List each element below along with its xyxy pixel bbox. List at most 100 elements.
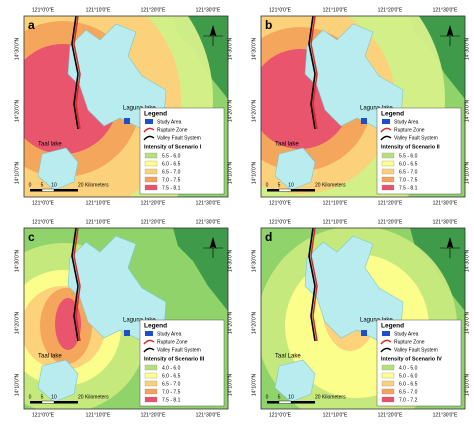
rupture-zone — [310, 228, 318, 342]
lat-tick-label: 14°30'0"N — [14, 37, 20, 60]
lat-tick-label: 14°10'0"N — [14, 161, 20, 184]
lake-label: Taal lake — [38, 142, 62, 148]
lat-tick-label: 14°20'0"N — [14, 311, 20, 334]
legend-label: 6.0 - 6.5 — [399, 161, 418, 167]
scale-label: 0 — [266, 182, 269, 188]
legend-swatch — [381, 388, 395, 395]
legend-label: Valley Fault System — [394, 135, 438, 141]
legend-label: 6.5 - 7.0 — [399, 169, 418, 175]
fault-line — [308, 228, 316, 342]
legend-swatch — [144, 184, 158, 191]
scale-bar — [267, 401, 279, 404]
lat-tick-label: 14°20'0"N — [227, 99, 233, 122]
legend-swatch — [144, 160, 158, 167]
legend-label: Study Area — [394, 331, 419, 337]
lon-tick-label: 121°0'0"E — [32, 200, 55, 206]
legend-label: 7.0 - 7.5 — [162, 177, 181, 183]
lon-tick-label: 121°10'0"E — [86, 412, 111, 418]
lat-tick-label: 14°20'0"N — [464, 311, 470, 334]
lake-label: Laguna lake — [123, 106, 156, 112]
scale-label: 0 — [29, 394, 32, 400]
legend-label: 5.0 - 6.0 — [399, 373, 418, 379]
scale-label: 5 — [41, 394, 44, 400]
map-frame — [23, 227, 229, 410]
legend-label: 6.0 - 6.5 — [162, 161, 181, 167]
north-arrow — [440, 236, 460, 258]
map-panel: Laguna lake Taal lake a 121°0'0"E 121°0'0"E 1… — [8, 4, 233, 209]
legend-label: Study Area — [394, 119, 419, 125]
lon-tick-label: 121°30'0"E — [433, 219, 458, 225]
scale-bar — [267, 189, 279, 192]
legend-swatch — [143, 347, 155, 353]
north-arrow — [440, 24, 460, 46]
taal-lake — [37, 359, 79, 403]
lat-tick-label: 14°10'0"N — [464, 373, 470, 396]
legend-swatch — [381, 160, 395, 167]
scale-bar — [291, 189, 315, 192]
scale-bar — [41, 188, 55, 192]
lat-tick-label: 14°10'0"N — [464, 161, 470, 184]
scale-bar — [278, 400, 292, 404]
legend-label: 6.5 - 7.0 — [162, 381, 181, 387]
study-area — [124, 330, 130, 336]
lake-label: Laguna lake — [360, 318, 393, 324]
panel-label: a — [28, 18, 35, 32]
legend-label: 7.0 - 7.5 — [399, 177, 418, 183]
lon-tick-label: 121°20'0"E — [141, 219, 166, 225]
legend-label: 7.0 - 7.5 — [162, 389, 181, 395]
lat-tick-label: 14°10'0"N — [227, 373, 233, 396]
scale-label: 5 — [278, 394, 281, 400]
lat-tick-label: 14°30'0"N — [227, 37, 233, 60]
legend-swatch — [380, 135, 392, 141]
lon-tick-label: 121°20'0"E — [378, 7, 403, 13]
legend-swatch — [381, 152, 395, 159]
lon-tick-label: 121°0'0"E — [32, 7, 55, 13]
north-arrow — [203, 24, 223, 46]
lon-tick-label: 121°30'0"E — [433, 412, 458, 418]
legend-label: 7.5 - 8.1 — [162, 397, 181, 403]
lat-tick-label: 14°20'0"N — [464, 99, 470, 122]
legend-subtitle: Intensity of Scenario IV — [381, 356, 442, 362]
legend-label: Rupture Zone — [157, 339, 188, 345]
legend-swatch — [381, 364, 395, 371]
scale-label: 0 — [266, 394, 269, 400]
legend-swatch — [381, 176, 395, 183]
scale-bar — [291, 401, 315, 404]
legend-label: 7.0 - 7.2 — [399, 397, 418, 403]
legend-swatch — [144, 168, 158, 175]
lat-tick-label: 14°30'0"N — [227, 249, 233, 272]
lon-tick-label: 121°30'0"E — [433, 7, 458, 13]
rupture-zone — [73, 228, 81, 342]
lake-label: Taal lake — [275, 142, 299, 148]
legend-label: 7.5 - 8.1 — [399, 185, 418, 191]
study-area — [361, 330, 367, 336]
lat-tick-label: 14°10'0"N — [251, 161, 257, 184]
lon-tick-label: 121°10'0"E — [86, 219, 111, 225]
lon-tick-label: 121°30'0"E — [196, 219, 221, 225]
rupture-zone — [73, 16, 81, 130]
legend-swatch — [381, 168, 395, 175]
legend-swatch — [380, 127, 392, 133]
legend-swatch — [380, 339, 392, 345]
scale-bar — [30, 189, 42, 192]
study-area — [361, 118, 367, 124]
fault-line — [308, 16, 316, 130]
legend-subtitle: Intensity of Scenario II — [381, 144, 440, 150]
lat-tick-label: 14°20'0"N — [251, 99, 257, 122]
legend-swatch — [381, 380, 395, 387]
lat-tick-label: 14°30'0"N — [464, 249, 470, 272]
study-area — [124, 118, 130, 124]
lon-tick-label: 121°20'0"E — [378, 219, 403, 225]
lon-tick-label: 121°30'0"E — [196, 200, 221, 206]
scale-label: 5 — [278, 182, 281, 188]
scale-label: 20 Kilometers — [78, 182, 109, 188]
lon-tick-label: 121°10'0"E — [323, 200, 348, 206]
lon-tick-label: 121°0'0"E — [269, 7, 292, 13]
lon-tick-label: 121°10'0"E — [323, 219, 348, 225]
legend-swatch — [145, 119, 153, 124]
scale-label: 10 — [51, 394, 57, 400]
laguna-lake — [304, 23, 404, 129]
lat-tick-label: 14°20'0"N — [14, 99, 20, 122]
lon-tick-label: 121°10'0"E — [86, 200, 111, 206]
